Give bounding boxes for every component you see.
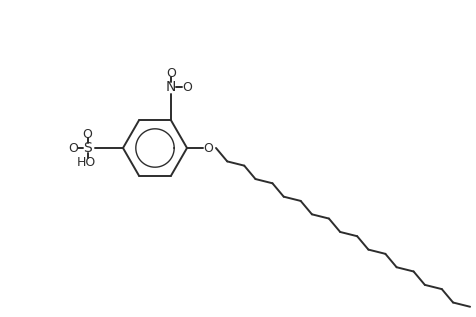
Text: O: O [69, 141, 79, 154]
Text: O: O [166, 67, 176, 80]
Text: O: O [82, 127, 92, 140]
Text: HO: HO [77, 157, 96, 170]
Text: S: S [83, 141, 92, 155]
Text: N: N [166, 80, 176, 94]
Text: O: O [182, 81, 192, 94]
Text: O: O [203, 141, 213, 154]
